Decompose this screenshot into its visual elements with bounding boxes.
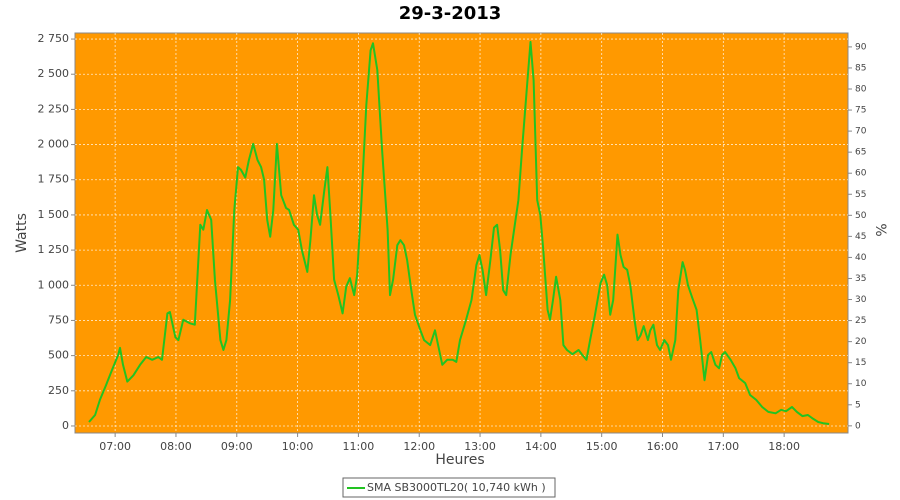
y2-tick-label: 50 bbox=[855, 211, 867, 221]
y-tick-label: 1 250 bbox=[38, 243, 70, 256]
y2-tick-label: 5 bbox=[855, 400, 861, 410]
y-tick-label: 1 500 bbox=[38, 208, 70, 221]
y-tick-label: 2 000 bbox=[38, 138, 70, 151]
y2-tick-label: 60 bbox=[855, 169, 867, 179]
x-tick-label: 15:00 bbox=[586, 440, 618, 453]
x-tick-label: 12:00 bbox=[403, 440, 435, 453]
y-tick-label: 500 bbox=[48, 349, 69, 362]
x-tick-label: 17:00 bbox=[707, 440, 739, 453]
x-tick-label: 09:00 bbox=[221, 440, 253, 453]
y2-tick-label: 15 bbox=[855, 358, 866, 368]
legend: SMA SB3000TL20( 10,740 kWh ) bbox=[342, 477, 556, 498]
x-tick-label: 18:00 bbox=[768, 440, 800, 453]
y-tick-label: 1 000 bbox=[38, 278, 70, 291]
y2-tick-label: 75 bbox=[855, 106, 866, 116]
y2-tick-label: 25 bbox=[855, 316, 866, 326]
y-tick-label: 1 750 bbox=[38, 173, 70, 186]
x-tick-label: 16:00 bbox=[647, 440, 679, 453]
y2-tick-label: 45 bbox=[855, 232, 866, 242]
y2-tick-label: 90 bbox=[855, 42, 867, 52]
x-tick-label: 11:00 bbox=[343, 440, 375, 453]
y-tick-label: 2 250 bbox=[38, 102, 70, 115]
y2-tick-label: 0 bbox=[855, 421, 861, 431]
y2-tick-label: 30 bbox=[855, 295, 867, 305]
y2-tick-label: 55 bbox=[855, 190, 866, 200]
plot-area bbox=[74, 32, 849, 434]
y2-tick-label: 85 bbox=[855, 63, 866, 73]
y2-tick-label: 80 bbox=[855, 85, 867, 95]
y-tick-label: 750 bbox=[48, 313, 69, 326]
y2-tick-label: 40 bbox=[855, 253, 867, 263]
y-tick-label: 250 bbox=[48, 384, 69, 397]
legend-label: SMA SB3000TL20( 10,740 kWh ) bbox=[367, 481, 546, 494]
chart-title: 29-3-2013 bbox=[399, 3, 502, 24]
y-tick-label: 0 bbox=[62, 419, 69, 432]
y2-tick-label: 10 bbox=[855, 379, 867, 389]
y2-tick-label: 70 bbox=[855, 127, 867, 137]
y-axis-label: Watts bbox=[14, 213, 30, 253]
y2-tick-label: 20 bbox=[855, 337, 867, 347]
x-tick-label: 14:00 bbox=[525, 440, 557, 453]
x-tick-label: 08:00 bbox=[160, 440, 192, 453]
x-axis-label: Heures bbox=[435, 452, 484, 468]
legend-box bbox=[342, 477, 556, 498]
x-tick-label: 13:00 bbox=[464, 440, 496, 453]
y-tick-label: 2 750 bbox=[38, 32, 70, 45]
y2-tick-label: 65 bbox=[855, 148, 866, 158]
y-tick-label: 2 500 bbox=[38, 67, 70, 80]
y2-axis-label: % bbox=[872, 223, 888, 236]
data-line bbox=[88, 40, 830, 425]
y2-tick-label: 35 bbox=[855, 274, 866, 284]
x-tick-label: 10:00 bbox=[282, 440, 314, 453]
x-tick-label: 07:00 bbox=[99, 440, 131, 453]
